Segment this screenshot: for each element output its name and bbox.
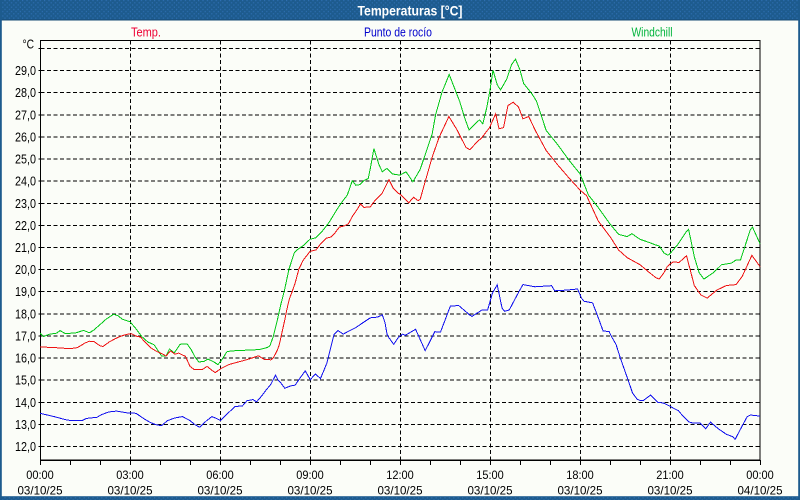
svg-text:Temperaturas [°C]: Temperaturas [°C] xyxy=(358,2,463,18)
svg-text:20,0: 20,0 xyxy=(15,262,36,277)
svg-text:03/10/25: 03/10/25 xyxy=(468,484,513,498)
svg-text:Windchill: Windchill xyxy=(632,25,673,40)
svg-text:06:00: 06:00 xyxy=(206,468,234,482)
svg-text:14,0: 14,0 xyxy=(15,395,36,410)
svg-text:03/10/25: 03/10/25 xyxy=(558,484,603,498)
svg-text:26,0: 26,0 xyxy=(15,129,36,144)
svg-text:21,0: 21,0 xyxy=(15,240,36,255)
svg-text:21:00: 21:00 xyxy=(656,468,684,482)
svg-text:15,0: 15,0 xyxy=(15,373,36,388)
svg-text:18:00: 18:00 xyxy=(566,468,594,482)
svg-text:23,0: 23,0 xyxy=(15,196,36,211)
svg-text:00:00: 00:00 xyxy=(746,468,774,482)
svg-text:12,0: 12,0 xyxy=(15,439,36,454)
svg-text:°C: °C xyxy=(23,37,35,52)
svg-text:15:00: 15:00 xyxy=(476,468,504,482)
svg-text:22,0: 22,0 xyxy=(15,218,36,233)
svg-text:Punto de rocío: Punto de rocío xyxy=(364,25,432,40)
svg-text:18,0: 18,0 xyxy=(15,306,36,321)
svg-text:03/10/25: 03/10/25 xyxy=(108,484,153,498)
svg-text:16,0: 16,0 xyxy=(15,351,36,366)
svg-text:03/10/25: 03/10/25 xyxy=(288,484,333,498)
svg-text:Temp.: Temp. xyxy=(131,25,161,40)
svg-text:12:00: 12:00 xyxy=(386,468,414,482)
svg-text:03/10/25: 03/10/25 xyxy=(198,484,243,498)
svg-text:03/10/25: 03/10/25 xyxy=(378,484,423,498)
svg-text:19,0: 19,0 xyxy=(15,284,36,299)
svg-text:00:00: 00:00 xyxy=(26,468,54,482)
svg-text:13,0: 13,0 xyxy=(15,417,36,432)
svg-text:03:00: 03:00 xyxy=(116,468,144,482)
svg-text:09:00: 09:00 xyxy=(296,468,324,482)
svg-text:17,0: 17,0 xyxy=(15,328,36,343)
svg-text:27,0: 27,0 xyxy=(15,107,36,122)
svg-text:24,0: 24,0 xyxy=(15,174,36,189)
svg-text:28,0: 28,0 xyxy=(15,85,36,100)
svg-text:03/10/25: 03/10/25 xyxy=(648,484,693,498)
svg-text:29,0: 29,0 xyxy=(15,63,36,78)
svg-text:03/10/25: 03/10/25 xyxy=(18,484,63,498)
svg-text:04/10/25: 04/10/25 xyxy=(738,484,783,498)
svg-text:25,0: 25,0 xyxy=(15,152,36,167)
